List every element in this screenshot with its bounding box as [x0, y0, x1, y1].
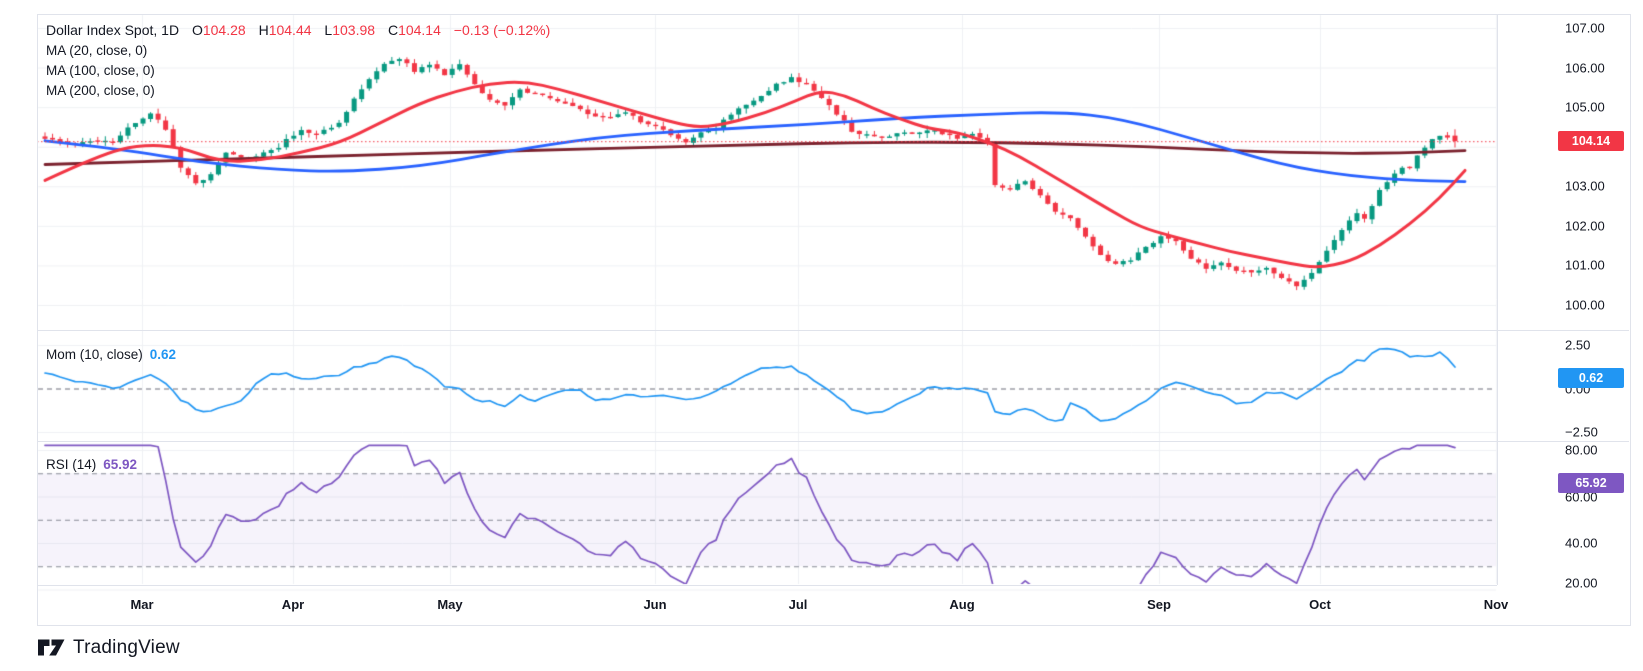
rsi-legend[interactable]: RSI (14) 65.92: [46, 457, 137, 472]
axis-tick-label: 40.00: [1565, 535, 1598, 551]
ohlc-open: O104.28: [191, 22, 246, 38]
tradingview-logo[interactable]: TradingView: [38, 636, 180, 659]
time-axis-month-may: May: [437, 597, 463, 612]
rsi-value: 65.92: [103, 457, 138, 472]
momentum-label: Mom (10, close): [46, 347, 143, 362]
rsi-label: RSI (14): [46, 457, 97, 472]
rsi-badge: 65.92: [1558, 473, 1624, 493]
axis-tick-label: 103.00: [1565, 178, 1605, 194]
ohlc-close: C104.14: [387, 22, 441, 38]
axis-tick-label: 2.50: [1565, 337, 1591, 353]
pane-separator-momentum[interactable]: [37, 330, 1629, 331]
symbol-legend-row[interactable]: Dollar Index Spot, 1D O104.28 H104.44 L1…: [46, 22, 550, 38]
ma100-legend[interactable]: MA (100, close, 0): [46, 63, 155, 78]
axis-tick-label: 101.00: [1565, 257, 1605, 273]
time-axis-month-sep: Sep: [1147, 597, 1171, 612]
time-axis-month-jun: Jun: [643, 597, 667, 612]
ma20-legend[interactable]: MA (20, close, 0): [46, 43, 148, 58]
momentum-value: 0.62: [149, 347, 177, 362]
axis-tick-label: 102.00: [1565, 218, 1605, 234]
axis-tick-label: 105.00: [1565, 99, 1605, 115]
symbol-title[interactable]: Dollar Index Spot, 1D: [46, 22, 180, 38]
time-axis-month-nov: Nov: [1483, 597, 1509, 612]
time-axis[interactable]: Mar Apr May Jun Jul Aug Sep Oct Nov: [37, 586, 1630, 624]
time-axis-month-oct: Oct: [1309, 597, 1331, 612]
momentum-badge: 0.62: [1558, 368, 1624, 388]
price-axis-separator: [1497, 14, 1498, 585]
time-axis-separator: [37, 585, 1497, 586]
time-axis-month-aug: Aug: [949, 597, 975, 612]
last-price-badge: 104.14: [1558, 131, 1624, 151]
price-change: −0.13 (−0.12%): [453, 22, 551, 38]
pane-separator-rsi[interactable]: [37, 441, 1629, 442]
tradingview-logo-text: TradingView: [73, 636, 180, 658]
axis-tick-label: 20.00: [1565, 575, 1598, 591]
time-axis-month-mar: Mar: [130, 597, 154, 612]
axis-tick-label: 80.00: [1565, 442, 1598, 458]
ohlc-high: H104.44: [258, 22, 312, 38]
axis-tick-label: 107.00: [1565, 20, 1605, 36]
time-axis-month-apr: Apr: [281, 597, 305, 612]
axis-tick-label: −2.50: [1565, 424, 1598, 440]
time-axis-month-jul: Jul: [788, 597, 808, 612]
axis-tick-label: 106.00: [1565, 60, 1605, 76]
axis-tick-label: 100.00: [1565, 297, 1605, 313]
momentum-legend[interactable]: Mom (10, close) 0.62: [46, 347, 176, 362]
tradingview-logo-icon: [38, 639, 65, 656]
ohlc-low: L103.98: [324, 22, 376, 38]
price-axis[interactable]: 107.00 106.00 105.00 103.00 102.00 101.00 100.…: [1497, 14, 1643, 591]
ma200-legend[interactable]: MA (200, close, 0): [46, 83, 155, 98]
